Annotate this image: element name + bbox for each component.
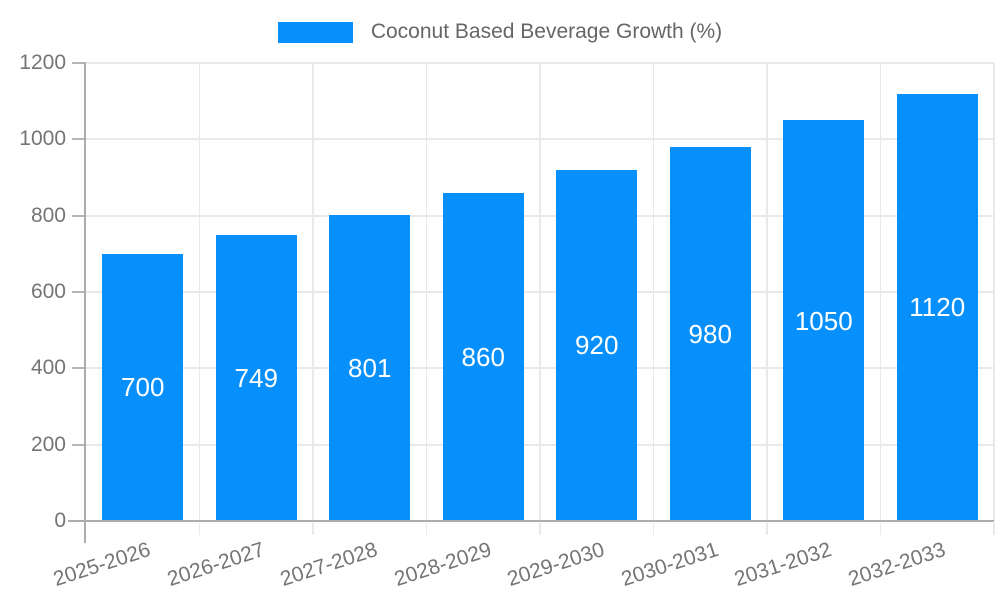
- y-axis-tick: [72, 62, 86, 64]
- y-axis-label: 200: [30, 432, 66, 456]
- y-axis-label: 600: [30, 280, 66, 303]
- gridline-vertical: [652, 63, 654, 521]
- x-axis-label: 2029-2030: [504, 538, 608, 591]
- x-axis-label: 2027-2028: [277, 538, 381, 591]
- y-axis-tick: [72, 291, 86, 293]
- y-axis-label: 0: [54, 509, 66, 532]
- bar-2031-2032[interactable]: 1050: [783, 120, 865, 521]
- gridline-vertical: [312, 63, 314, 521]
- gridline-vertical: [766, 63, 768, 521]
- gridline-vertical: [879, 63, 881, 521]
- bar-2032-2033[interactable]: 1120: [896, 93, 978, 521]
- bar-value-label: 749: [234, 363, 278, 394]
- gridline-vertical: [198, 63, 200, 521]
- bar-value-label: 1120: [909, 292, 966, 323]
- y-axis-label: 800: [30, 203, 66, 227]
- y-axis-label: 400: [30, 356, 66, 380]
- y-axis-tick: [72, 367, 86, 370]
- x-axis-tick: [539, 523, 541, 535]
- gridline-vertical: [539, 63, 541, 521]
- y-axis-label: 1000: [19, 127, 66, 151]
- x-axis-tick: [652, 523, 655, 535]
- bar-value-label: 1050: [794, 305, 853, 336]
- bar-2026-2027[interactable]: 749: [215, 235, 297, 521]
- y-axis-tick: [72, 138, 86, 141]
- bar-value-label: 801: [348, 353, 392, 384]
- legend-marker: [277, 21, 353, 43]
- x-axis-tick: [993, 523, 995, 535]
- x-axis-label: 2031-2032: [731, 538, 835, 591]
- x-axis-tick: [425, 523, 428, 535]
- bar-2029-2030[interactable]: 920: [556, 169, 638, 521]
- bar-value-label: 860: [461, 341, 505, 372]
- y-axis-line: [84, 63, 86, 543]
- y-axis-tick: [72, 214, 86, 217]
- bar-value-label: 980: [688, 318, 732, 349]
- x-axis-label: 2032-2033: [845, 538, 949, 591]
- bar-value-label: 700: [121, 372, 165, 403]
- bar-2030-2031[interactable]: 980: [669, 146, 751, 521]
- legend[interactable]: Coconut Based Beverage Growth (%): [0, 20, 1000, 44]
- x-axis-tick: [198, 523, 201, 535]
- bar-2027-2028[interactable]: 801: [329, 215, 411, 521]
- bar-2028-2029[interactable]: 860: [442, 192, 524, 521]
- x-axis-label: 2025-2026: [50, 538, 154, 591]
- x-axis-label: 2026-2027: [164, 538, 268, 591]
- x-axis-tick: [879, 523, 882, 535]
- x-axis-label: 2028-2029: [391, 538, 495, 591]
- y-axis-label: 1200: [19, 51, 66, 74]
- legend-label: Coconut Based Beverage Growth (%): [370, 20, 723, 43]
- gridline-vertical: [993, 63, 995, 521]
- x-axis-line: [68, 520, 994, 522]
- x-axis-tick: [766, 523, 768, 535]
- x-axis-label: 2030-2031: [618, 538, 722, 591]
- x-axis-tick: [312, 523, 314, 535]
- bar-2025-2026[interactable]: 700: [102, 253, 184, 521]
- y-axis-tick: [72, 443, 86, 446]
- bar-value-label: 920: [575, 330, 619, 361]
- gridline-vertical: [425, 63, 427, 521]
